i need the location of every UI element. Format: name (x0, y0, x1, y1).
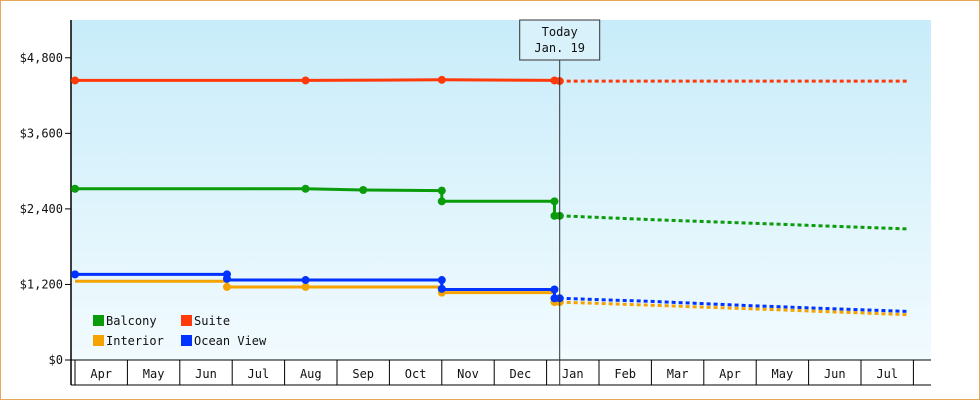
ocean-view-point (222, 274, 231, 283)
interior-point (222, 282, 231, 291)
legend-label-ocean-view: Ocean View (194, 334, 267, 348)
suite-history-line (75, 78, 560, 83)
y-tick-label: $2,400 (20, 202, 63, 216)
legend-label-suite: Suite (194, 314, 230, 328)
x-tick-label: Jul (248, 367, 270, 381)
today-date: Jan. 19 (534, 41, 585, 55)
ocean-view-point (437, 276, 446, 285)
legend-swatch-suite (181, 315, 192, 326)
balcony-point (71, 184, 79, 193)
legend-label-balcony: Balcony (106, 314, 157, 328)
y-tick-label: $4,800 (20, 51, 63, 65)
x-tick-label: Apr (719, 367, 741, 381)
x-tick-label: Dec (510, 367, 532, 381)
interior-forecast-line (559, 300, 909, 317)
x-tick-label: Mar (667, 367, 689, 381)
x-tick-label: Aug (300, 367, 322, 381)
y-tick-label: $3,600 (20, 126, 63, 140)
ocean-view-point (71, 270, 79, 279)
x-tick-label: May (772, 367, 794, 381)
interior-point (301, 282, 310, 291)
x-tick-label: Oct (405, 367, 427, 381)
x-tick-label: Jan (562, 367, 584, 381)
x-tick-label: Sep (352, 367, 374, 381)
legend-swatch-ocean-view (181, 335, 192, 346)
x-tick-label: Feb (614, 367, 636, 381)
suite-point (71, 76, 79, 85)
ocean-view-point (437, 284, 446, 293)
x-tick-label: Nov (457, 367, 479, 381)
balcony-point (301, 184, 310, 193)
balcony-point (437, 197, 446, 206)
suite-point (437, 75, 446, 84)
y-tick-label: $1,200 (20, 277, 63, 291)
x-tick-label: Jul (876, 367, 898, 381)
ocean-view-forecast-line (559, 296, 909, 313)
balcony-point (359, 186, 368, 194)
today-label: Today (542, 25, 578, 39)
x-tick-label: Jun (195, 367, 217, 381)
suite-point (301, 76, 310, 85)
ocean-view-point (301, 276, 310, 285)
balcony-forecast-line (559, 214, 909, 231)
today-box (519, 19, 601, 61)
x-tick-label: Jun (824, 367, 846, 381)
balcony-point (550, 197, 559, 206)
legend-swatch-balcony (93, 315, 104, 326)
ocean-view-point (550, 285, 559, 294)
x-tick-label: May (143, 367, 165, 381)
balcony-point (437, 186, 446, 195)
legend-swatch-interior (93, 335, 104, 346)
x-tick-label: Apr (90, 367, 112, 381)
y-tick-label: $0 (49, 353, 63, 367)
legend-label-interior: Interior (106, 334, 164, 348)
